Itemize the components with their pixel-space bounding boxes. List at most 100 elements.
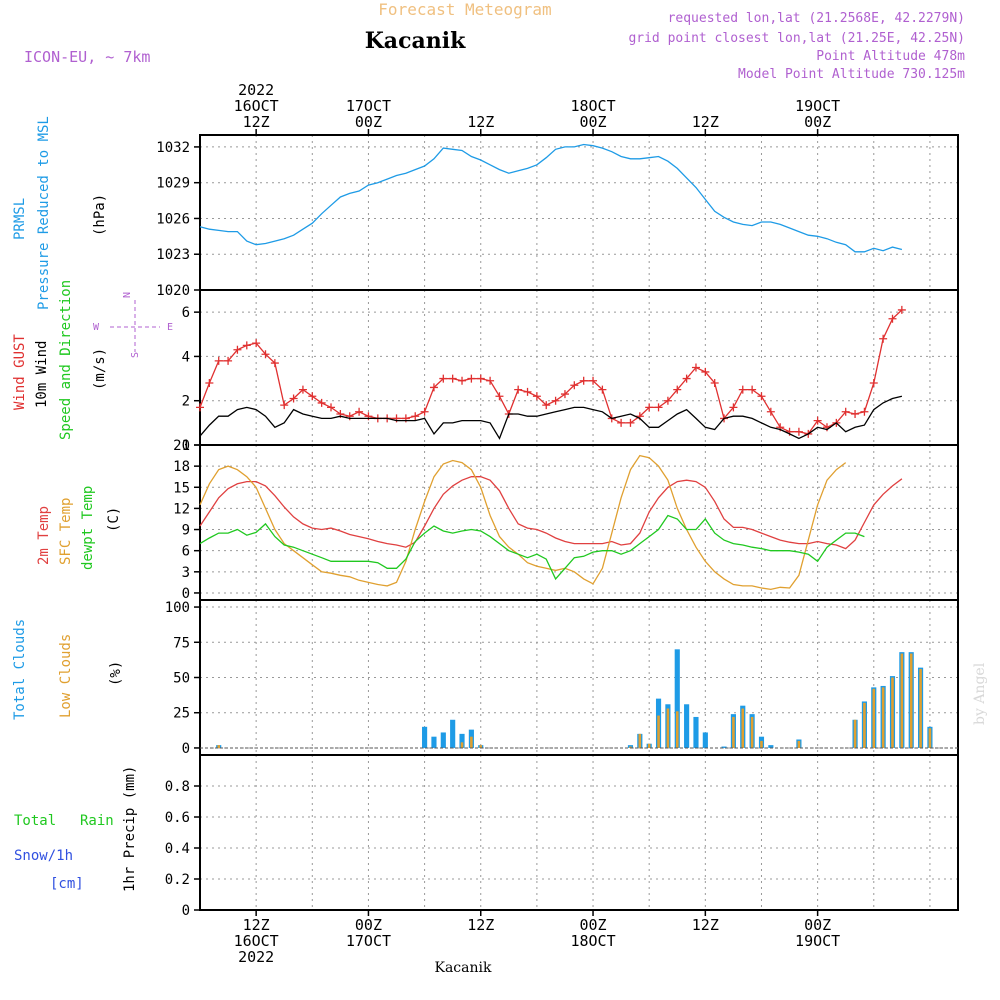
low-cloud-bar [460,742,464,748]
low-cloud-bar [629,746,632,748]
low-cloud-bar [853,719,857,748]
time-label-bottom: 2022 [238,948,274,966]
gust-marker [233,345,242,354]
y-tick-label: 0 [182,586,190,602]
gust-marker [645,403,654,412]
y-tick-label: 21 [173,438,190,454]
credit-watermark: by Angel [972,662,988,725]
gust-marker [626,418,635,427]
label-total: Total [14,813,56,829]
gust-marker [617,418,626,427]
label-celsius: (C) [106,507,122,532]
y-tick-label: 1032 [156,140,190,156]
y-tick-label: 6 [182,544,190,560]
time-label-bottom: 18OCT [570,932,615,950]
gust-marker [841,407,850,416]
time-label-top: 00Z [355,113,382,131]
time-label-bottom: 00Z [579,916,606,934]
total-cloud-bar [431,736,437,748]
low-cloud-bar [928,728,932,748]
label-pressure-msl: Pressure Reduced to MSL [36,116,52,310]
label-dewpt-temp: dewpt Temp [80,486,96,570]
low-cloud-bar [732,716,735,748]
gust-marker [270,359,279,368]
compass-n: N [122,292,133,298]
label-speed-direction: Speed and Direction [58,280,74,440]
gust-marker [317,398,326,407]
time-label-top: 17OCT [346,97,391,115]
gust-marker [598,385,607,394]
label-rain: Rain [80,813,114,829]
low-cloud-bar [797,740,801,748]
low-cloud-bar [647,743,651,748]
time-label-bottom: 00Z [804,916,831,934]
gust-marker [729,403,738,412]
time-label-top: 00Z [579,113,606,131]
low-cloud-bar [872,688,876,748]
temp2m-line [199,476,903,550]
gust-marker [458,376,467,385]
pressure-line [199,143,903,253]
y-tick-label: 50 [173,671,190,687]
y-tick-label: 1029 [156,176,190,192]
gust-marker [663,396,672,405]
location-title: Kacanik [365,28,466,54]
gust-marker [691,363,700,372]
time-label-top: 18OCT [570,97,615,115]
low-cloud-bar [909,653,913,748]
label-snow: Snow/1h [14,848,73,864]
y-tick-label: 3 [182,565,190,581]
low-cloud-bar [760,740,763,748]
gust-marker [710,379,719,387]
gust-marker [551,396,560,405]
low-cloud-bar [863,702,866,748]
time-label-top: 12Z [243,113,270,131]
panel-frame-temp [199,444,959,601]
low-cloud-bar [675,711,679,748]
time-label-top: 12Z [692,113,719,131]
low-cloud-bar [881,687,885,748]
gust-marker [738,385,747,394]
compass-w: W [93,322,100,333]
gust-marker [214,356,223,365]
low-cloud-bar [750,716,754,748]
gust-marker [766,407,775,416]
label-2m-temp: 2m Temp [36,506,52,565]
gust-marker [542,401,551,410]
gust-marker [570,381,579,390]
total-cloud-bar [450,719,456,748]
y-tick-label: 1023 [156,247,190,263]
gust-marker [476,374,485,383]
low-cloud-bar [470,736,473,748]
y-tick-label: 25 [173,706,190,722]
total-cloud-bar [459,733,465,748]
gust-marker [757,392,766,401]
meteogram-title: Forecast Meteogram [378,0,551,19]
gust-marker [495,392,504,401]
total-cloud-bar [684,704,690,748]
gust-marker [532,392,541,401]
panel-frame-wind [199,289,959,446]
gust-marker [411,412,420,421]
gust-marker [523,387,532,396]
total-cloud-bar [422,726,428,748]
y-tick-label: 0 [182,903,190,919]
compass-e: E [167,322,173,333]
gust-marker [439,374,448,383]
gust-marker [560,390,569,399]
y-tick-label: 0.8 [165,779,190,795]
gust-marker [682,374,691,383]
total-cloud-bar [627,745,634,748]
total-cloud-bar [721,746,727,748]
grid-point-coords: grid point closest lon,lat (21.25E, 42.2… [628,31,965,46]
gust-marker [448,374,457,383]
gust-marker [851,410,860,418]
y-tick-label: 75 [173,635,190,651]
gust-marker [514,385,523,394]
time-label-bottom: 17OCT [346,932,391,950]
gust-marker [673,385,682,394]
label-low-clouds: Low Clouds [58,634,74,718]
time-label-bottom: 19OCT [795,932,840,950]
gust-marker [813,416,822,425]
